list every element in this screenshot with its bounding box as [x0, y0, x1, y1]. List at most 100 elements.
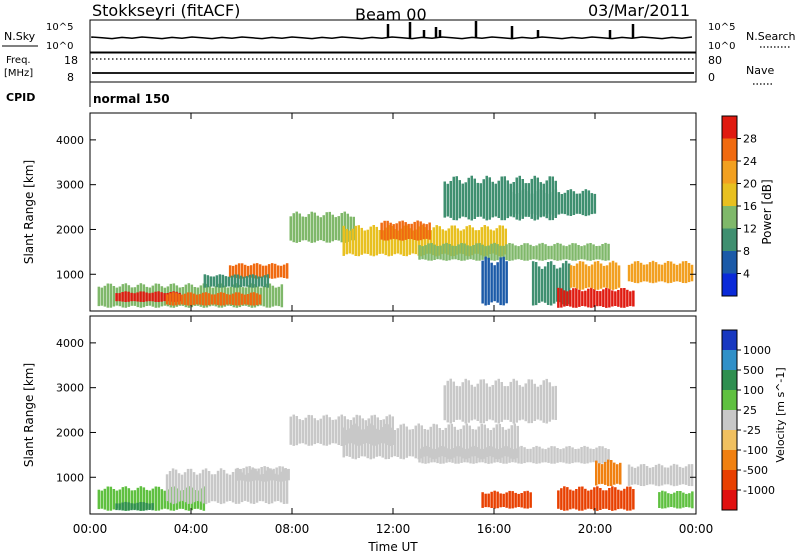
range-time-cell — [357, 426, 360, 458]
range-time-cell — [466, 448, 469, 463]
range-time-cell — [481, 260, 484, 304]
range-time-cell — [301, 420, 304, 444]
range-time-cell — [500, 382, 503, 422]
range-time-cell — [366, 229, 369, 254]
range-time-cell — [663, 262, 667, 283]
range-time-cell — [658, 492, 661, 508]
range-time-cell — [614, 487, 617, 511]
range-time-cell — [363, 230, 366, 254]
range-time-cell — [404, 222, 407, 240]
range-time-cell — [499, 245, 502, 260]
range-time-cell — [645, 466, 649, 486]
range-time-cell — [497, 180, 500, 218]
range-time-cell — [215, 275, 219, 288]
range-time-cell — [654, 464, 658, 486]
range-time-cell — [192, 293, 196, 305]
noise-spikes — [386, 21, 635, 38]
range-time-cell — [575, 263, 579, 289]
range-time-cell — [687, 263, 691, 283]
range-time-cell — [425, 224, 428, 239]
range-time-cell — [627, 264, 631, 282]
range-time-cell — [243, 474, 247, 501]
range-time-cell — [387, 225, 390, 257]
range-time-cell — [479, 183, 482, 217]
range-time-cell — [118, 503, 121, 511]
range-time-cell — [457, 446, 460, 464]
range-time-cell — [449, 181, 452, 218]
range-time-cell — [627, 464, 631, 486]
range-time-cell — [482, 379, 485, 424]
range-time-cell — [186, 292, 190, 306]
range-time-cell — [213, 474, 217, 502]
range-time-cell — [496, 491, 499, 509]
range-time-cell — [487, 446, 490, 464]
range-time-cell — [509, 191, 513, 215]
range-time-cell — [447, 228, 450, 255]
range-time-cell — [372, 425, 375, 459]
range-time-cell — [629, 486, 632, 511]
range-time-cell — [225, 473, 229, 502]
range-time-cell — [451, 245, 454, 260]
colorbar-segment — [722, 350, 737, 371]
range-time-cell — [532, 447, 535, 464]
range-time-cell — [577, 448, 580, 463]
range-time-cell — [586, 243, 589, 261]
range-time-cell — [287, 468, 290, 481]
range-time-cell — [529, 492, 532, 508]
range-time-cell — [442, 243, 445, 261]
range-time-cell — [260, 276, 264, 287]
range-time-cell — [224, 276, 228, 287]
range-time-cell — [363, 429, 366, 457]
range-time-cell — [204, 468, 208, 505]
range-time-cell — [148, 503, 151, 510]
range-time-cell — [592, 449, 595, 463]
range-time-cell — [613, 462, 616, 485]
range-time-cell — [601, 446, 604, 464]
range-time-cell — [539, 190, 543, 216]
range-time-cell — [619, 462, 622, 485]
range-time-cell — [427, 243, 430, 261]
range-time-cell — [498, 225, 501, 257]
range-time-cell — [560, 488, 563, 510]
colorbar-tick-label: 28 — [743, 133, 757, 146]
range-time-cell — [672, 463, 676, 487]
range-time-cell — [310, 415, 313, 446]
range-time-cell — [307, 414, 310, 446]
colorbar-tick-label: 8 — [743, 245, 750, 258]
freq-panel-frame — [89, 52, 697, 83]
range-time-cell — [610, 460, 613, 486]
range-time-cell — [227, 276, 231, 287]
range-time-cell — [602, 289, 605, 307]
range-time-cell — [221, 274, 225, 288]
range-time-cell — [316, 420, 319, 444]
range-time-cell — [216, 293, 220, 306]
range-time-cell — [195, 294, 199, 305]
range-time-cell — [266, 466, 269, 482]
freq-panel: Freq. [MHz] 18 8 80 0 Nave — [4, 52, 774, 85]
range-time-cell — [548, 382, 551, 422]
range-time-cell — [572, 490, 575, 509]
range-time-cell — [503, 176, 506, 221]
range-time-cell — [168, 293, 172, 306]
range-time-cell — [465, 226, 468, 256]
range-time-cell — [458, 180, 461, 219]
range-time-cell — [487, 257, 490, 305]
range-time-cell — [504, 228, 507, 255]
range-time-cell — [171, 468, 175, 505]
range-time-cell — [623, 288, 626, 308]
range-time-cell — [599, 291, 602, 307]
range-time-cell — [198, 294, 202, 305]
range-time-cell — [599, 488, 602, 510]
range-time-cell — [252, 468, 256, 504]
colorbar-tick-label: 12 — [743, 223, 757, 236]
range-time-cell — [475, 243, 478, 261]
range-time-cell — [142, 487, 146, 511]
range-time-cell — [436, 246, 439, 260]
colorbar-segment — [722, 470, 737, 491]
range-time-cell — [592, 244, 595, 261]
range-time-cell — [581, 190, 585, 216]
range-time-cell — [154, 291, 157, 302]
range-time-cell — [511, 449, 514, 463]
range-time-cell — [252, 263, 256, 279]
range-time-cell — [189, 468, 193, 504]
